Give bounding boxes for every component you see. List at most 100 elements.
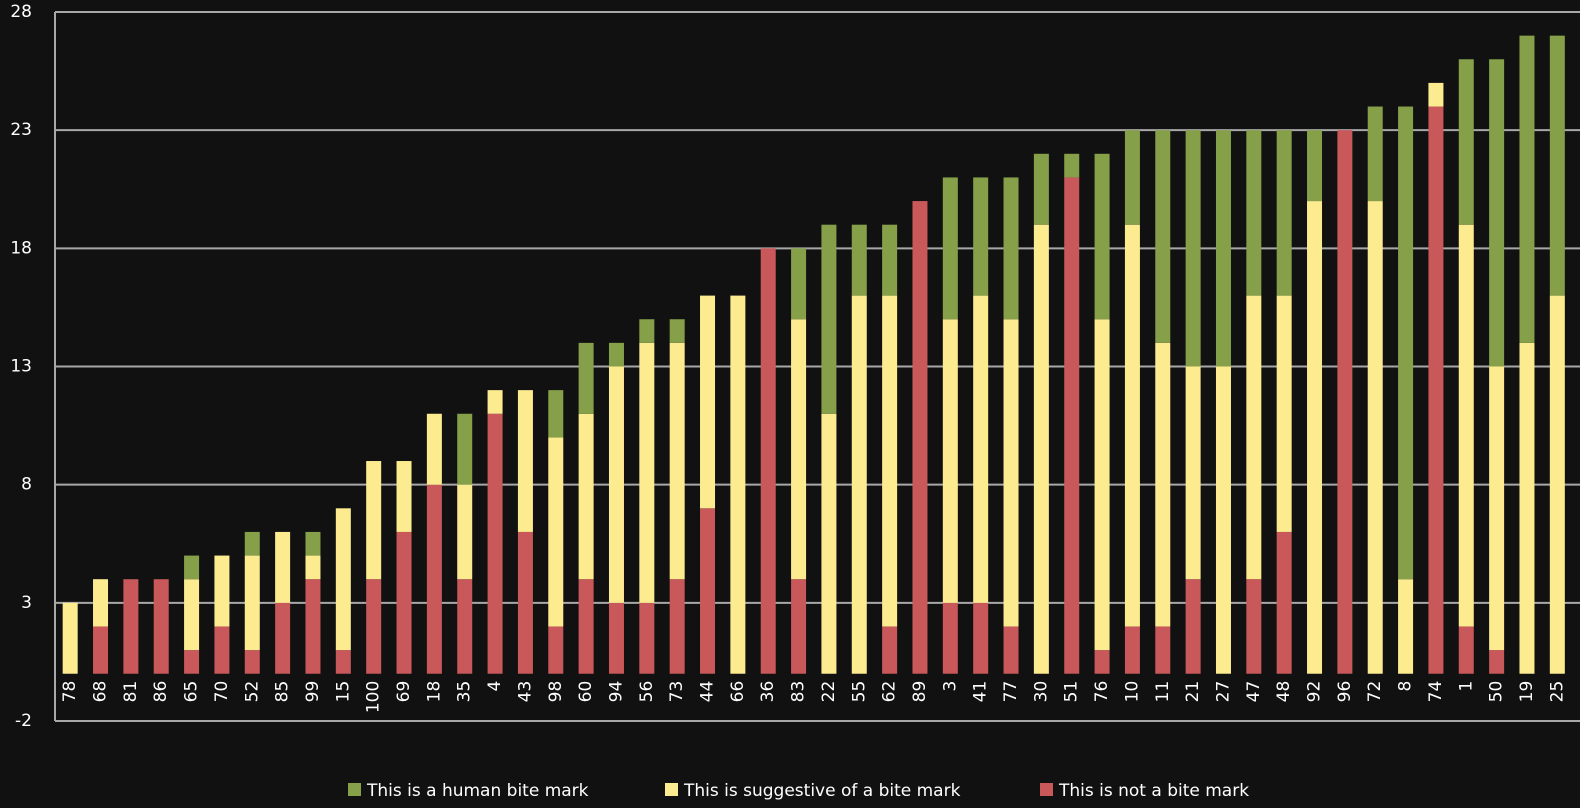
bar-segment (123, 579, 139, 674)
bar-segment (93, 626, 109, 674)
bar-segment (1185, 579, 1201, 674)
bar-segment (244, 555, 260, 651)
bar-segment (93, 579, 109, 627)
x-tick-label: 69 (394, 681, 414, 703)
bar-segment (821, 413, 837, 674)
bar-segment (973, 602, 989, 674)
bar-segment (1246, 579, 1262, 674)
y-tick-label: 28 (10, 2, 32, 22)
bar-segment (730, 295, 746, 674)
x-tick-label: 52 (242, 681, 262, 703)
x-tick-label: 60 (576, 681, 596, 703)
bar-segment (608, 342, 624, 367)
bar-segment (1519, 342, 1535, 674)
bar-segment (1246, 295, 1262, 580)
x-tick-label: 22 (819, 681, 839, 703)
x-tick-label: 30 (1031, 681, 1051, 703)
bar-segment (335, 508, 351, 651)
bar-segment (791, 319, 807, 580)
bar-segment (1458, 626, 1474, 674)
bar-segment (1155, 130, 1171, 343)
bar-segment (700, 508, 716, 674)
bar-segment (1519, 35, 1535, 343)
bar-segment (791, 579, 807, 674)
x-tick-label: 43 (515, 681, 535, 703)
y-tick-label: -2 (15, 711, 32, 731)
bar-segment (153, 579, 169, 674)
x-tick-label: 3 (940, 681, 960, 692)
bar-segment (851, 295, 867, 674)
bar-segment (1003, 177, 1019, 320)
bar-segment (1033, 153, 1049, 225)
x-tick-label: 10 (1122, 681, 1142, 703)
bar-segment (791, 248, 807, 320)
bar-segment (517, 531, 533, 674)
bar-segment (396, 461, 412, 532)
bar-segment (1215, 130, 1231, 367)
bar-segment (1428, 106, 1444, 674)
y-tick-label: 13 (10, 357, 32, 377)
bar-segment (1094, 319, 1110, 651)
legend-label: This is a human bite mark (366, 781, 589, 801)
bar-segment (973, 295, 989, 603)
bar-segment (1489, 59, 1505, 367)
x-tick-label: 51 (1062, 681, 1082, 703)
x-tick-label: 41 (971, 681, 991, 703)
x-tick-label: 44 (698, 681, 718, 703)
bar-segment (457, 413, 473, 485)
y-tick-label: 18 (10, 238, 32, 258)
x-tick-label: 78 (60, 681, 80, 703)
x-tick-label: 50 (1487, 681, 1507, 703)
x-tick-label: 15 (333, 681, 353, 703)
bar-segment (1003, 319, 1019, 627)
bar-segment (275, 602, 291, 674)
x-tick-label: 25 (1547, 681, 1567, 703)
bar-segment (1367, 106, 1383, 202)
x-tick-label: 89 (910, 681, 930, 703)
x-tick-label: 19 (1517, 681, 1537, 703)
bar-segment (426, 484, 442, 674)
x-tick-label: 1 (1456, 681, 1476, 692)
bar-segment (1064, 153, 1080, 178)
bar-segment (608, 366, 624, 603)
bar-segment (669, 342, 685, 580)
bar-segment (1549, 295, 1565, 674)
bar-segment (1185, 366, 1201, 580)
bar-segment (184, 650, 200, 674)
bar-segment (760, 248, 776, 674)
bar-segment (942, 319, 958, 603)
legend-swatch (665, 783, 678, 796)
x-tick-label: 56 (637, 681, 657, 703)
bar-segment (305, 531, 321, 556)
x-tick-label: 27 (1213, 681, 1233, 703)
bar-segment (426, 413, 442, 485)
x-tick-label: 21 (1183, 681, 1203, 703)
bar-segment (1489, 366, 1505, 651)
x-tick-label: 81 (121, 681, 141, 703)
bar-segment (578, 342, 594, 414)
bar-segment (1367, 201, 1383, 674)
bar-segment (366, 461, 382, 580)
bar-segment (1398, 106, 1414, 580)
x-tick-label: 4 (485, 681, 505, 692)
y-tick-label: 23 (10, 120, 32, 140)
bar-segment (1155, 342, 1171, 627)
bar-segment (608, 602, 624, 674)
bar-segment (184, 579, 200, 651)
bar-segment (1064, 177, 1080, 674)
bar-segment (1276, 531, 1292, 674)
bar-segment (62, 602, 78, 674)
bar-segment (882, 224, 898, 296)
bar-segment (548, 626, 564, 674)
x-tick-label: 65 (182, 681, 202, 703)
bar-segment (1124, 130, 1140, 225)
x-tick-label: 68 (91, 681, 111, 703)
bar-segment (1428, 82, 1444, 107)
bar-segment (305, 579, 321, 674)
bar-segment (639, 602, 655, 674)
bar-segment (1549, 35, 1565, 296)
bar-segment (1489, 650, 1505, 674)
x-tick-label: 66 (728, 681, 748, 703)
x-tick-label: 74 (1426, 681, 1446, 703)
bar-segment (1155, 626, 1171, 674)
